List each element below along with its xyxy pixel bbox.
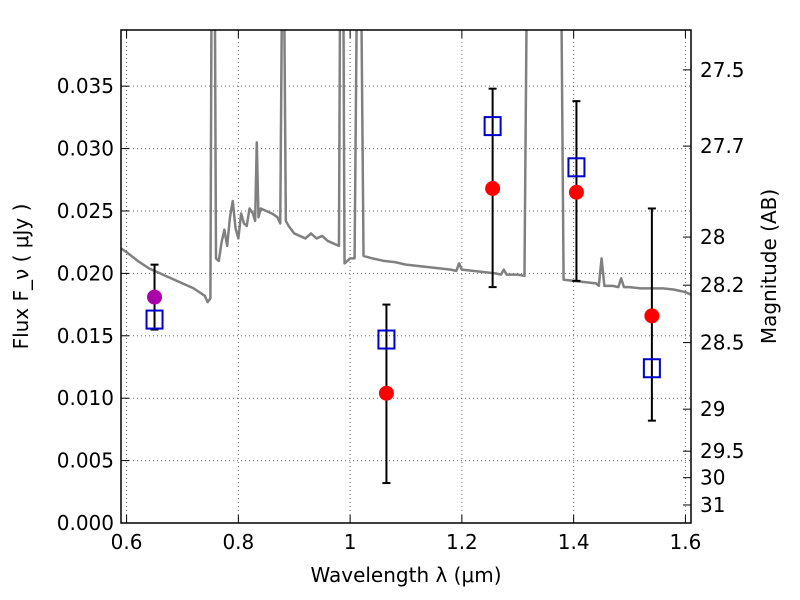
x-axis-label: Wavelength λ (μm) (310, 563, 501, 587)
data-point-circle (485, 181, 501, 197)
x-tick-label: 0.6 (111, 530, 143, 554)
y-right-tick-label: 28.2 (700, 273, 745, 297)
data-points-layer (145, 87, 661, 485)
y-right-tick-label: 29 (700, 397, 725, 421)
data-point-square (642, 358, 661, 379)
data-point-circle (644, 308, 660, 324)
data-point-circle (378, 385, 394, 401)
data-point-square (145, 309, 164, 330)
y-tick-label: 0.035 (57, 74, 114, 98)
y-right-tick-label: 28.5 (700, 331, 745, 355)
y-tick-label: 0.010 (57, 386, 114, 410)
x-tick-label: 1.4 (558, 530, 590, 554)
y-tick-label: 0.025 (57, 199, 114, 223)
x-tick-label: 1 (344, 530, 357, 554)
x-tick-label: 1.2 (446, 530, 478, 554)
data-point-square (567, 157, 586, 178)
data-point-square (377, 329, 396, 350)
y-axis-label: Flux F_ν ( μJy ) (9, 204, 33, 350)
y-right-tick-label: 28 (700, 225, 725, 249)
x-tick-label: 1.6 (670, 530, 702, 554)
data-point-square (483, 116, 502, 137)
y-right-tick-label: 29.5 (700, 439, 745, 463)
data-point-circle (568, 184, 584, 200)
y-tick-label: 0.005 (57, 449, 114, 473)
y-tick-label: 0.030 (57, 137, 114, 161)
tick-labels: 0.6 0.8 1 1.2 1.4 1.6 0.000 0.005 0.010 0.015 0.02… (57, 58, 745, 554)
axes (120, 29, 692, 524)
y-tick-label: 0.000 (57, 511, 114, 535)
y-right-tick-label: 30 (700, 466, 725, 490)
y-right-tick-label: 27.7 (700, 134, 745, 158)
x-tick-label: 0.8 (222, 530, 254, 554)
y-tick-label: 0.020 (57, 261, 114, 285)
y-tick-label: 0.015 (57, 324, 114, 348)
y-right-tick-label: 27.5 (700, 58, 745, 82)
plot-frame (120, 29, 692, 524)
y-right-tick-label: 31 (700, 493, 725, 517)
data-point-circle (147, 289, 163, 305)
y-axis-right-label: Magnitude (AB) (757, 189, 781, 344)
